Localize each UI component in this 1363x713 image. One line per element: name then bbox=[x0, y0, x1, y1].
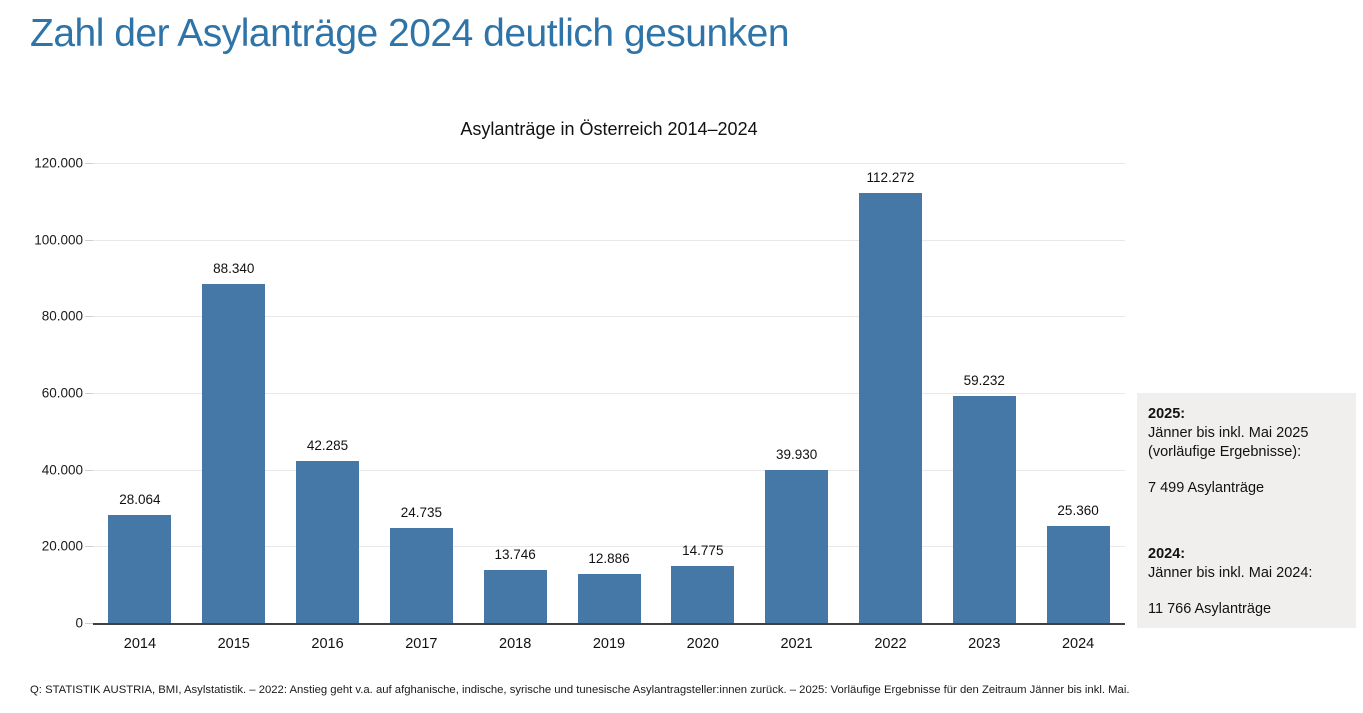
note-heading-2024: 2024: bbox=[1148, 545, 1186, 562]
chart-title: Asylanträge in Österreich 2014–2024 bbox=[460, 119, 758, 139]
bar-value-label: 28.064 bbox=[119, 492, 161, 508]
y-axis-label: 120.000 bbox=[34, 155, 83, 171]
gridline bbox=[93, 239, 1125, 241]
x-axis-label: 2024 bbox=[1061, 636, 1095, 652]
y-axis-label: 20.000 bbox=[41, 538, 83, 554]
bar-value-label: 112.272 bbox=[866, 169, 915, 185]
x-axis-label: 2020 bbox=[686, 636, 719, 652]
note-value-2024: 11 766 Asylanträge bbox=[1148, 600, 1272, 617]
note-line: Jänner bis inkl. Mai 2024: bbox=[1148, 564, 1313, 581]
asylum-bar-chart: Asylanträge in Österreich 2014–2024 0 20.… bbox=[34, 119, 1125, 652]
bar-2015 bbox=[202, 284, 266, 623]
x-axis-label: 2023 bbox=[968, 636, 1001, 652]
y-axis-label: 80.000 bbox=[41, 308, 83, 324]
gridline bbox=[93, 393, 1125, 394]
x-axis-label: 2016 bbox=[311, 636, 344, 652]
bar-2024 bbox=[1046, 525, 1110, 623]
note-line: (vorläufige Ergebnisse): bbox=[1148, 444, 1302, 461]
bar-value-label: 14.775 bbox=[682, 543, 724, 559]
bar-2018 bbox=[483, 570, 547, 623]
note-line: Jänner bis inkl. Mai 2025 bbox=[1148, 425, 1309, 442]
note-heading-2025: 2025: bbox=[1148, 406, 1186, 422]
bar-value-label: 12.886 bbox=[588, 550, 630, 566]
bar-2019 bbox=[577, 573, 641, 623]
bar-2022 bbox=[858, 192, 922, 623]
note-section-2025: 2025: Jänner bis inkl. Mai 2025 (vorläuf… bbox=[1148, 405, 1344, 499]
bar-2023 bbox=[952, 395, 1016, 623]
y-axis-label: 100.000 bbox=[34, 232, 83, 248]
bar-value-label: 25.360 bbox=[1057, 502, 1099, 518]
y-axis-tick bbox=[85, 316, 93, 318]
x-axis-label: 2014 bbox=[123, 636, 157, 652]
y-axis-tick bbox=[85, 623, 93, 624]
y-axis-label: 40.000 bbox=[41, 462, 83, 478]
x-axis-label: 2018 bbox=[499, 636, 532, 652]
y-axis-label: 60.000 bbox=[41, 385, 83, 401]
bar-2020 bbox=[671, 566, 735, 623]
y-axis-tick bbox=[85, 469, 93, 471]
y-axis-label: 0 bbox=[75, 615, 83, 631]
bar-value-label: 88.340 bbox=[213, 261, 255, 277]
y-axis-tick bbox=[85, 546, 93, 548]
bar-2021 bbox=[765, 469, 829, 623]
gridline bbox=[93, 546, 1125, 548]
bar-2016 bbox=[296, 460, 360, 623]
page-title: Zahl der Asylanträge 2024 deutlich gesun… bbox=[30, 12, 790, 55]
bar-value-label: 42.285 bbox=[306, 437, 349, 453]
sidebar-note: 2025: Jänner bis inkl. Mai 2025 (vorläuf… bbox=[1137, 393, 1356, 628]
y-axis-tick bbox=[85, 393, 93, 394]
bar-value-label: 39.930 bbox=[775, 446, 818, 462]
x-axis-label: 2019 bbox=[592, 636, 626, 652]
gridline bbox=[93, 316, 1125, 318]
bar-value-label: 13.746 bbox=[494, 547, 536, 563]
bar-value-label: 24.735 bbox=[400, 505, 442, 521]
bar-2017 bbox=[389, 528, 453, 623]
bar-value-label: 59.232 bbox=[963, 372, 1005, 388]
gridline bbox=[93, 163, 1125, 164]
y-axis-tick bbox=[85, 163, 93, 164]
x-axis-label: 2017 bbox=[405, 636, 438, 652]
bar-2014 bbox=[108, 515, 172, 623]
x-axis-label: 2022 bbox=[874, 636, 907, 652]
note-section-2024: 2024: Jänner bis inkl. Mai 2024: 11 766 … bbox=[1148, 545, 1344, 619]
source-footnote: Q: STATISTIK AUSTRIA, BMI, Asylstatistik… bbox=[30, 684, 1130, 696]
plot-area: 0 20.000 40.000 60.000 80.000 100.000 120.000 2… bbox=[34, 156, 1125, 631]
note-value-2025: 7 499 Asylanträge bbox=[1148, 480, 1265, 497]
x-axis-label: 2021 bbox=[780, 636, 813, 652]
y-axis-tick bbox=[85, 239, 93, 241]
x-axis-label: 2015 bbox=[217, 636, 250, 652]
gridline bbox=[93, 469, 1125, 471]
